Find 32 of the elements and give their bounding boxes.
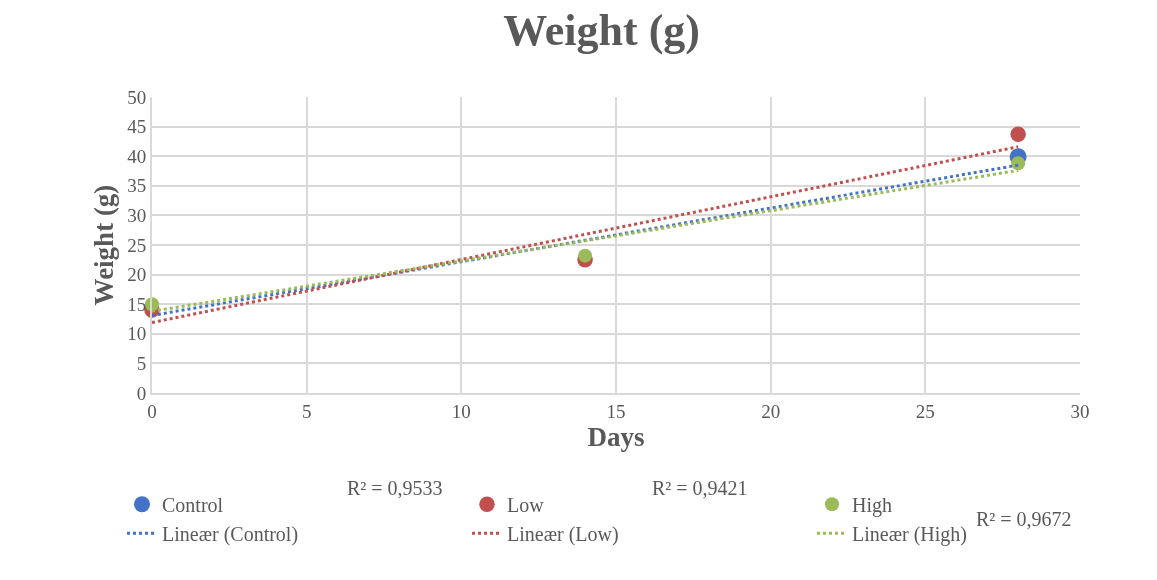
y-tick-label: 30 — [127, 205, 147, 227]
y-tick-label: 15 — [127, 293, 147, 315]
legend-label: High — [852, 494, 892, 518]
legend-label: Low — [507, 494, 545, 517]
x-axis-title: Days — [587, 421, 645, 452]
point — [1011, 156, 1026, 171]
y-tick-label: 5 — [136, 353, 147, 375]
x-tick-label: 30 — [1070, 400, 1090, 422]
y-tick-label: 25 — [127, 234, 147, 256]
legend-label: Lineær (High) — [852, 523, 967, 547]
legend-label: Lineær (Low) — [507, 523, 619, 547]
y-tick-label: 50 — [127, 86, 147, 108]
y-tick-label: 0 — [136, 382, 147, 404]
x-tick-label: 5 — [301, 400, 312, 422]
x-tick-label: 20 — [761, 400, 781, 422]
chart-title: Weight (g) — [503, 6, 701, 56]
y-tick-label: 40 — [127, 145, 147, 167]
y-tick-label: 20 — [127, 264, 147, 286]
x-tick-label: 15 — [606, 400, 626, 422]
y-tick-label: 10 — [127, 323, 147, 345]
point — [578, 248, 593, 263]
point — [1010, 126, 1026, 143]
x-tick-label: 10 — [451, 400, 471, 422]
text: R² = 0,9672 — [976, 508, 1072, 530]
legend-label: Control — [162, 494, 224, 517]
y-tick-label: 45 — [127, 116, 147, 138]
text: R² = 0,9533 — [347, 477, 443, 499]
y-tick-label: 35 — [127, 175, 147, 197]
text: R² = 0,9421 — [652, 477, 748, 499]
y-axis-title: Weight (g) — [88, 184, 119, 306]
x-tick-label: 25 — [915, 400, 935, 422]
legend-label: Lineær (Control) — [162, 523, 299, 547]
